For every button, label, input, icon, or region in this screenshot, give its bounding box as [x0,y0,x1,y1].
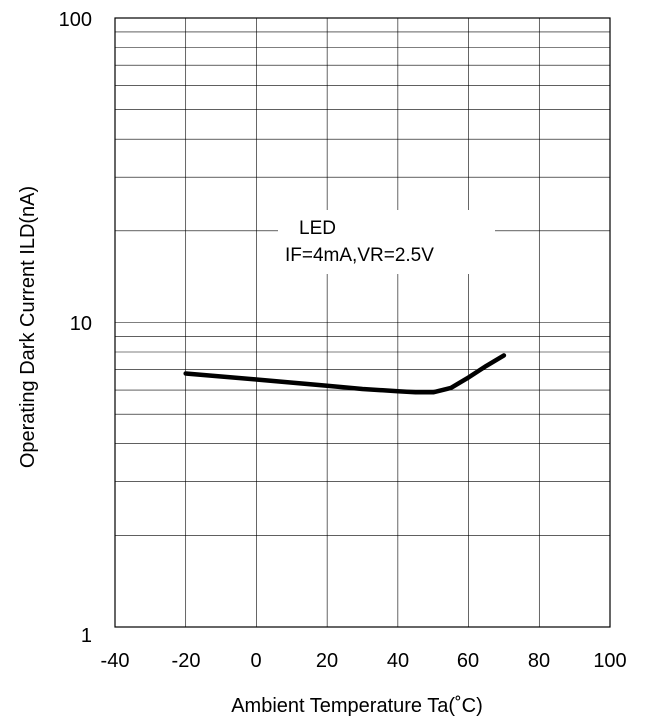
x-tick-label: 80 [528,650,550,672]
x-tick-label: -20 [172,650,201,672]
x-tick-label: 60 [457,650,479,672]
x-tick-label: -40 [101,650,130,672]
y-tick-labels: 1 10 100 [59,9,92,647]
grid [115,18,610,627]
annotation-led: LED [299,218,336,239]
y-axis-label: Operating Dark Current ILD(nA) [17,186,39,468]
x-tick-label: 20 [316,650,338,672]
y-tick-label: 1 [81,625,92,647]
y-tick-label: 100 [59,9,92,31]
annotation-conditions: IF=4mA,VR=2.5V [285,245,434,266]
x-axis-label: Ambient Temperature Ta(˚C) [231,695,483,717]
x-tick-label: 100 [593,650,626,672]
x-tick-labels: -40 -20 0 20 40 60 80 100 [101,650,627,672]
annotation-background [278,210,495,274]
series-layer [183,353,507,395]
y-tick-label: 10 [70,313,92,335]
x-tick-label: 0 [250,650,261,672]
plot-frame [114,17,611,628]
series-line-0 [183,353,507,395]
x-tick-label: 40 [387,650,409,672]
